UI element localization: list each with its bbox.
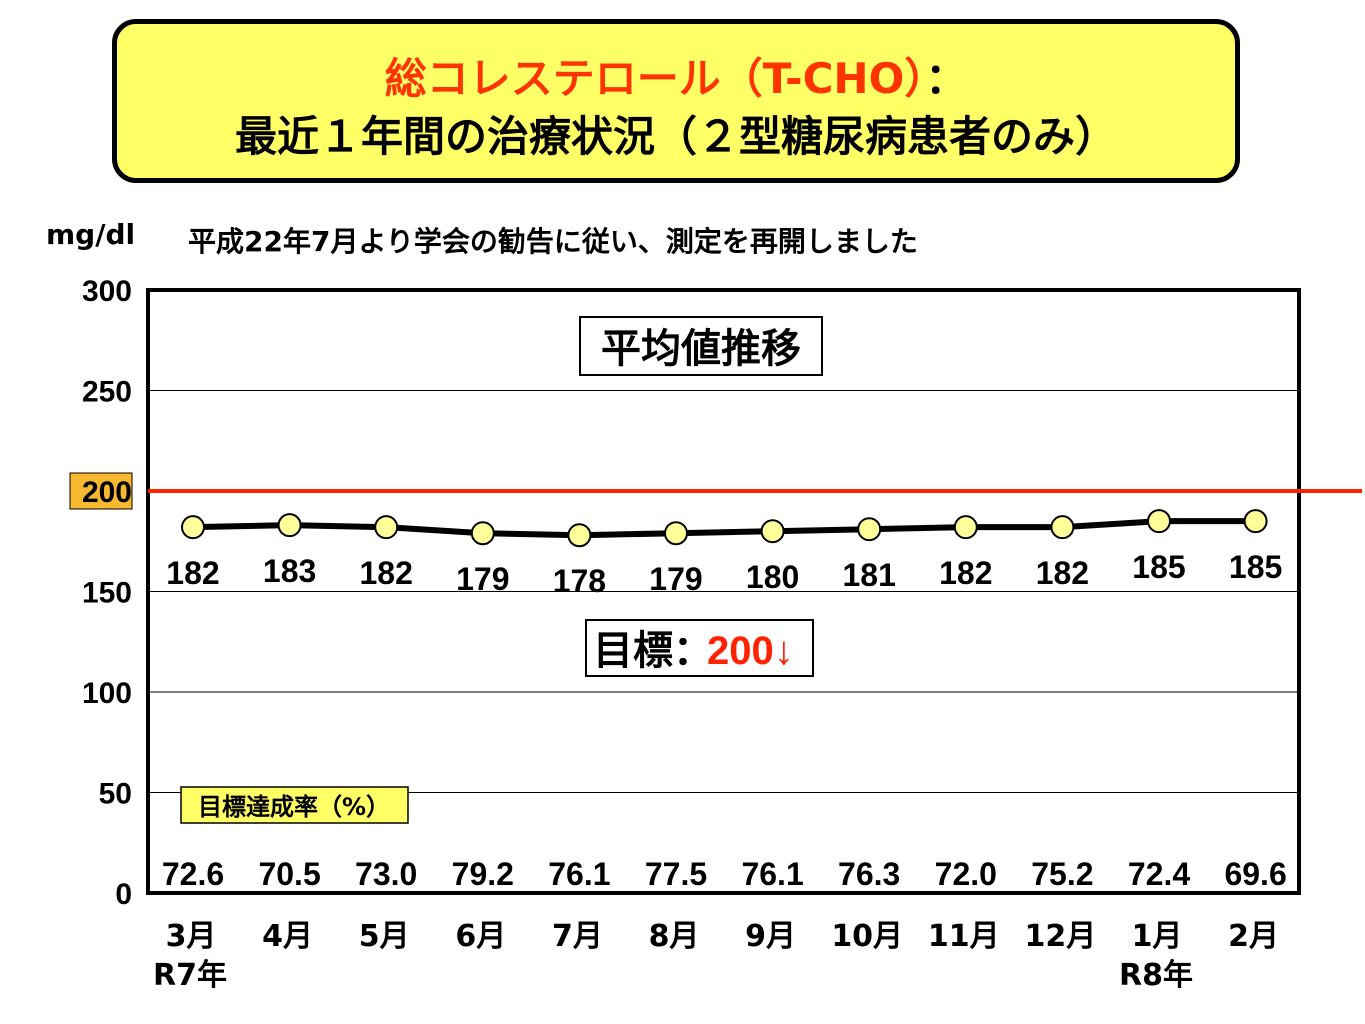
- data-point: [374, 515, 399, 540]
- data-point: [1050, 515, 1075, 540]
- achievement-rate: 69.6: [1224, 856, 1286, 892]
- achievement-rate: 77.5: [645, 856, 707, 892]
- target-box: [585, 619, 814, 677]
- x-year-label: R7年: [153, 958, 227, 993]
- data-label: 182: [939, 555, 992, 591]
- x-year-label: R8年: [1119, 958, 1193, 993]
- y-tick-label: 0: [115, 878, 132, 911]
- achievement-rate: 76.1: [548, 856, 610, 892]
- x-tick-label: 9月: [745, 919, 796, 954]
- data-label: 180: [746, 559, 799, 595]
- y-tick-label: 250: [82, 376, 132, 409]
- data-label: 185: [1132, 549, 1185, 585]
- x-tick-label: 1月: [1132, 919, 1183, 954]
- x-tick-label: 4月: [262, 919, 313, 954]
- data-point: [277, 513, 302, 538]
- y-unit-label: mg/dl: [46, 218, 136, 251]
- data-label: 178: [553, 563, 606, 599]
- data-point: [760, 519, 785, 544]
- achievement-rate: 70.5: [258, 856, 320, 892]
- x-tick-label: 5月: [359, 919, 410, 954]
- data-point: [181, 515, 205, 540]
- achievement-rate: 72.0: [935, 856, 997, 892]
- measurement-note: 平成22年7月より学会の勧告に従い、測定を再開しました: [188, 225, 918, 258]
- x-tick-label: 11月: [928, 919, 1000, 954]
- data-label: 185: [1229, 549, 1282, 585]
- data-label: 182: [360, 555, 413, 591]
- target-label: 目標：: [593, 628, 713, 674]
- x-tick-label: 7月: [552, 919, 603, 954]
- achievement-rate: 75.2: [1031, 856, 1093, 892]
- target-value: 200↓: [707, 629, 794, 673]
- data-point: [857, 517, 882, 542]
- achievement-rate: 76.3: [838, 856, 900, 892]
- data-point: [470, 521, 495, 546]
- x-tick-label: 2月: [1228, 919, 1279, 954]
- y-tick-label: 200: [82, 476, 132, 509]
- y-tick-label: 50: [99, 778, 132, 811]
- data-point: [953, 515, 978, 540]
- data-point: [1243, 509, 1268, 534]
- chart-title-box: [579, 316, 823, 376]
- title-highlight: 総コレステロール（T-CHO）: [384, 54, 926, 103]
- x-tick-label: 8月: [649, 919, 700, 954]
- data-point: [567, 523, 592, 548]
- title-line-1: 総コレステロール（T-CHO）：: [117, 54, 1235, 104]
- data-label: 182: [1036, 555, 1089, 591]
- achievement-label-box: [180, 786, 409, 824]
- data-label: 179: [456, 561, 509, 597]
- achievement-rate: 76.1: [741, 856, 803, 892]
- title-box: 総コレステロール（T-CHO）： 最近１年間の治療状況（２型糖尿病患者のみ）: [112, 19, 1240, 183]
- x-tick-label: 12月: [1025, 919, 1097, 954]
- data-point: [664, 521, 688, 546]
- data-label: 179: [649, 561, 702, 597]
- achievement-rate: 79.2: [452, 856, 514, 892]
- y-tick-label: 100: [82, 677, 132, 710]
- x-tick-label: 10月: [831, 919, 903, 954]
- series-line: [192, 518, 1256, 539]
- achievement-label: 目標達成率（%）: [198, 793, 390, 821]
- y-tick-highlight: [69, 472, 133, 510]
- plot-border: [146, 288, 1301, 895]
- title-colon: ：: [925, 54, 968, 103]
- title-line-2: 最近１年間の治療状況（２型糖尿病患者のみ）: [234, 112, 1117, 161]
- data-label: 181: [843, 557, 896, 593]
- achievement-rate: 72.4: [1128, 856, 1190, 892]
- chart-title: 平均値推移: [601, 326, 801, 372]
- y-tick-label: 300: [82, 275, 132, 308]
- x-tick-label: 6月: [455, 919, 506, 954]
- y-tick-label: 150: [82, 577, 132, 610]
- data-label: 183: [263, 553, 316, 589]
- x-tick-label: 3月: [166, 919, 217, 954]
- achievement-rate: 72.6: [162, 856, 224, 892]
- data-point: [1147, 509, 1171, 534]
- achievement-rate: 73.0: [355, 856, 417, 892]
- data-label: 182: [166, 555, 219, 591]
